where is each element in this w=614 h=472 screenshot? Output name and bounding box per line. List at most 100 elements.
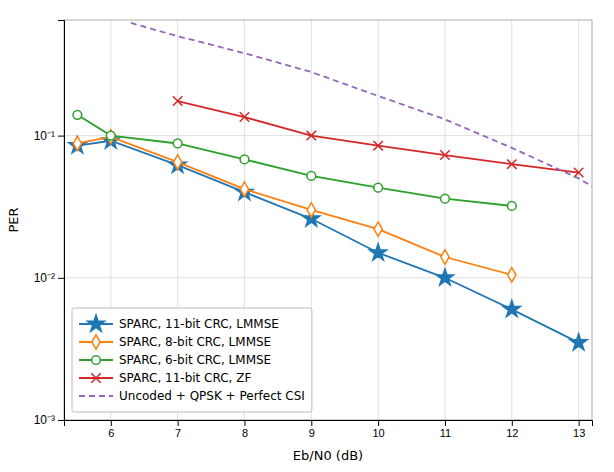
series xyxy=(173,96,583,177)
series-point xyxy=(441,250,449,264)
x-grid-line xyxy=(511,20,512,420)
legend-symbol xyxy=(91,373,100,382)
series xyxy=(73,110,516,210)
x-axis: 6 7 8 9 10 11 12 13 xyxy=(65,420,593,439)
legend-item: SPARC, 8-bit CRC, LMMSE xyxy=(79,335,271,349)
y-tick-label: 10⁻¹ xyxy=(34,129,55,143)
legend-swatch xyxy=(79,395,113,397)
x-tick-label: 8 xyxy=(242,427,248,439)
series-point xyxy=(441,194,450,203)
series-point xyxy=(374,183,383,192)
x-tick-mark xyxy=(311,420,312,426)
x-tick: 11 xyxy=(440,420,451,439)
x-axis-line xyxy=(65,421,593,427)
series-point xyxy=(507,159,516,168)
x-tick: 12 xyxy=(506,420,518,439)
series-point xyxy=(374,222,382,236)
series-point xyxy=(73,110,82,119)
y-tick-label: 10⁻³ xyxy=(34,413,55,427)
legend-label: SPARC, 11-bit CRC, ZF xyxy=(119,371,251,385)
y-tick: 10⁻¹ xyxy=(34,129,64,143)
y-axis: 10⁻³ 10⁻² 10⁻¹ xyxy=(34,21,65,428)
x-tick: 7 xyxy=(175,420,181,439)
plot-area xyxy=(69,23,592,350)
series-point xyxy=(173,139,182,148)
x-tick-mark xyxy=(445,420,446,426)
series-line xyxy=(77,115,511,206)
series-point xyxy=(107,130,115,144)
y-tick-mark xyxy=(58,420,64,421)
legend-item: SPARC, 11-bit CRC, LMMSE xyxy=(79,315,279,331)
x-tick-mark xyxy=(512,420,513,426)
series-point xyxy=(307,203,315,217)
series-point xyxy=(508,268,516,282)
x-tick-mark xyxy=(111,420,112,426)
x-tick-label: 10 xyxy=(373,427,385,439)
series-point xyxy=(106,131,115,140)
legend-item: SPARC, 11-bit CRC, ZF xyxy=(79,371,251,385)
series-point xyxy=(173,155,181,169)
x-tick: 6 xyxy=(108,420,114,439)
x-tick: 8 xyxy=(242,420,248,439)
series-point xyxy=(240,112,249,121)
legend-box xyxy=(72,308,312,412)
series xyxy=(131,23,592,186)
x-tick-label: 7 xyxy=(175,427,181,439)
legend-label: SPARC, 6-bit CRC, LMMSE xyxy=(119,353,271,367)
y-tick: 10⁻² xyxy=(34,271,64,285)
series-point xyxy=(503,300,520,316)
series-line xyxy=(178,101,579,172)
series-line xyxy=(77,137,511,275)
series-point xyxy=(370,244,387,260)
x-tick: 13 xyxy=(573,420,585,439)
x-grid-line xyxy=(378,20,379,420)
series-point xyxy=(574,168,583,177)
y-tick-label: 10⁻² xyxy=(34,271,55,285)
plot-frame xyxy=(64,20,592,420)
series-point xyxy=(73,136,81,150)
series-point xyxy=(440,150,449,159)
x-tick-mark xyxy=(378,420,379,426)
x-grid-line xyxy=(578,20,579,420)
legend-item: Uncoded + QPSK + Perfect CSI xyxy=(79,389,305,403)
y-tick-mark xyxy=(58,278,64,279)
x-tick-mark xyxy=(178,420,179,426)
legend-label: SPARC, 8-bit CRC, LMMSE xyxy=(119,335,271,349)
legend-symbol xyxy=(92,335,100,349)
series-point xyxy=(307,131,316,140)
legend-symbol xyxy=(87,315,104,331)
x-tick-mark xyxy=(579,420,580,426)
series-point xyxy=(507,202,516,211)
series-line xyxy=(131,23,592,186)
series-point xyxy=(240,155,249,164)
y-tick: 10⁻³ xyxy=(34,413,64,427)
grid xyxy=(64,20,592,420)
series-point xyxy=(436,269,453,285)
x-tick-label: 12 xyxy=(506,427,518,439)
x-tick: 9 xyxy=(309,420,315,439)
series-point xyxy=(173,96,182,105)
y-axis-title: PER xyxy=(6,207,21,232)
legend-label: Uncoded + QPSK + Perfect CSI xyxy=(119,389,305,403)
y-axis-line xyxy=(58,21,65,421)
x-tick-label: 6 xyxy=(108,427,114,439)
series-point xyxy=(240,182,248,196)
legend-label: SPARC, 11-bit CRC, LMMSE xyxy=(119,317,279,331)
legend-symbol xyxy=(92,356,101,365)
y-grid-line xyxy=(64,135,592,136)
x-tick-label: 11 xyxy=(440,427,451,439)
series-point xyxy=(307,172,316,181)
x-tick-label: 9 xyxy=(309,427,315,439)
x-axis-title: Eb/N0 (dB) xyxy=(293,448,363,463)
chart: 6 7 8 9 10 11 12 13 10⁻³ 10⁻² 10⁻¹ Eb/N0 (dB) PER SPA… xyxy=(0,0,614,472)
x-tick-mark xyxy=(244,420,245,426)
legend: SPARC, 11-bit CRC, LMMSE SPARC, 8-bit CRC… xyxy=(72,308,312,412)
series-point xyxy=(570,334,587,350)
x-tick: 10 xyxy=(373,420,385,439)
x-grid-line xyxy=(444,20,445,420)
series xyxy=(73,130,516,282)
legend-item: SPARC, 6-bit CRC, LMMSE xyxy=(79,353,271,367)
series-point xyxy=(69,137,86,153)
y-tick-mark xyxy=(58,136,64,137)
x-tick-label: 13 xyxy=(573,427,585,439)
